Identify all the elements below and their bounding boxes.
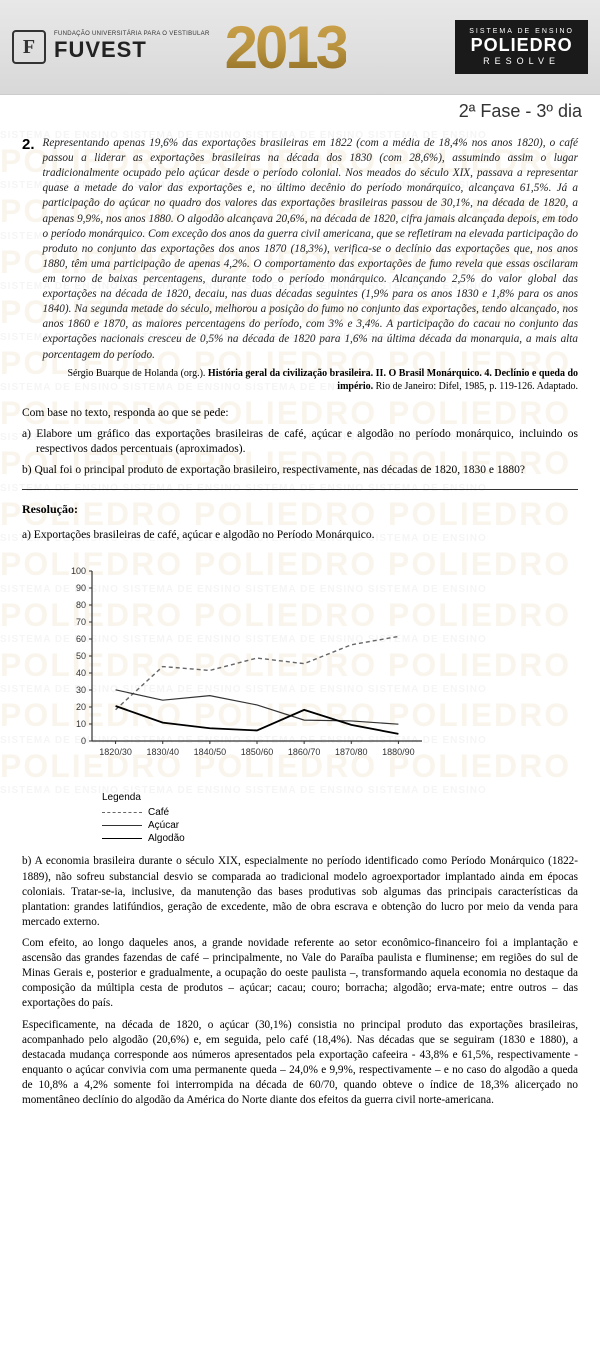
answer-b: b) A economia brasileira durante o sécul… xyxy=(22,854,578,1108)
svg-text:30: 30 xyxy=(76,685,86,695)
svg-text:90: 90 xyxy=(76,583,86,593)
instruction: Com base no texto, responda ao que se pe… xyxy=(22,407,578,419)
svg-text:70: 70 xyxy=(76,617,86,627)
svg-text:100: 100 xyxy=(71,566,86,576)
svg-text:10: 10 xyxy=(76,719,86,729)
svg-text:50: 50 xyxy=(76,651,86,661)
exports-chart: 0 10 20 30 40 50 60 70 80 90 100 1820/30 1830/40 1840… xyxy=(52,551,578,844)
legend-line-icon xyxy=(102,825,142,826)
svg-text:1830/40: 1830/40 xyxy=(146,747,179,757)
poliedro-resolve: RESOLVE xyxy=(469,56,574,66)
legend-label: Café xyxy=(148,807,169,818)
legend-item: Café xyxy=(102,807,578,818)
svg-text:1860/70: 1860/70 xyxy=(288,747,321,757)
fuvest-logo-block: F FUNDAÇÃO UNIVERSITÁRIA PARA O VESTIBUL… xyxy=(12,30,210,64)
question-passage: Representando apenas 19,6% das exportaçõ… xyxy=(43,136,578,363)
svg-text:0: 0 xyxy=(81,736,86,746)
poliedro-name: POLIEDRO xyxy=(469,35,574,56)
svg-text:1880/90: 1880/90 xyxy=(382,747,415,757)
page-header: F FUNDAÇÃO UNIVERSITÁRIA PARA O VESTIBUL… xyxy=(0,0,600,95)
answer-b-p2: Com efeito, ao longo daqueles anos, a gr… xyxy=(22,936,578,1012)
svg-text:20: 20 xyxy=(76,702,86,712)
svg-text:60: 60 xyxy=(76,634,86,644)
legend-line-icon xyxy=(102,838,142,839)
svg-text:80: 80 xyxy=(76,600,86,610)
main-content: 2. Representando apenas 19,6% das export… xyxy=(0,128,600,1134)
poliedro-badge: SISTEMA DE ENSINO POLIEDRO RESOLVE xyxy=(455,20,588,74)
svg-text:40: 40 xyxy=(76,668,86,678)
phase-label: 2ª Fase - 3º dia xyxy=(0,95,600,128)
legend-item: Açúcar xyxy=(102,820,578,831)
question-number: 2. xyxy=(22,136,35,393)
fuvest-title: FUVEST xyxy=(54,37,210,63)
legend-label: Açúcar xyxy=(148,820,179,831)
question-block: 2. Representando apenas 19,6% das export… xyxy=(22,136,578,393)
resolution-title: Resolução: xyxy=(22,502,578,517)
poliedro-system-label: SISTEMA DE ENSINO xyxy=(469,28,574,35)
chart-svg: 0 10 20 30 40 50 60 70 80 90 100 1820/30 1830/40 1840… xyxy=(52,551,432,781)
svg-text:1870/80: 1870/80 xyxy=(335,747,368,757)
exam-year: 2013 xyxy=(225,13,346,82)
item-b: b) Qual foi o principal produto de expor… xyxy=(36,463,578,478)
citation-tail: Rio de Janeiro: Difel, 1985, p. 119-126.… xyxy=(373,381,578,392)
legend-title: Legenda xyxy=(102,792,578,803)
answer-b-p3: Especificamente, na década de 1820, o aç… xyxy=(22,1018,578,1109)
divider xyxy=(22,489,578,490)
svg-text:1820/30: 1820/30 xyxy=(99,747,132,757)
svg-text:1850/60: 1850/60 xyxy=(241,747,274,757)
fuvest-icon: F xyxy=(12,30,46,64)
legend-line-icon xyxy=(102,812,142,813)
legend-label: Algodão xyxy=(148,833,185,844)
answer-a-label: a) Exportações brasileiras de café, açúc… xyxy=(22,529,578,541)
citation-author: Sérgio Buarque de Holanda (org.). xyxy=(67,368,207,379)
item-a: a) Elabore um gráfico das exportações br… xyxy=(36,427,578,457)
svg-text:1840/50: 1840/50 xyxy=(194,747,227,757)
legend-item: Algodão xyxy=(102,833,578,844)
chart-legend: Legenda Café Açúcar Algodão xyxy=(102,792,578,844)
answer-b-p1: b) A economia brasileira durante o sécul… xyxy=(22,854,578,930)
citation: Sérgio Buarque de Holanda (org.). Histór… xyxy=(43,367,578,393)
